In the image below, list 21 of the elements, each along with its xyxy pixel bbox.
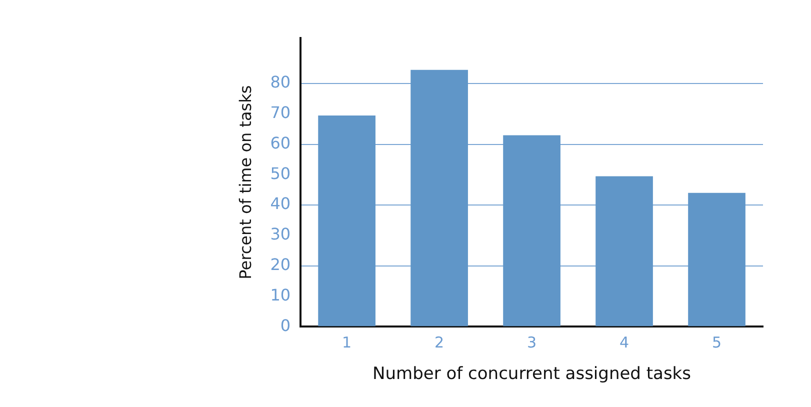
x-axis-title: Number of concurrent assigned tasks <box>372 364 692 384</box>
y-axis-title: Percent of time on tasks <box>236 85 255 280</box>
bar <box>596 176 653 326</box>
bar <box>503 135 560 326</box>
bar <box>688 192 746 326</box>
y-tick-label: 60 <box>270 133 291 152</box>
bar <box>318 115 376 326</box>
y-tick-label: 20 <box>270 255 291 274</box>
y-tick-label: 40 <box>270 194 291 214</box>
x-tick-label: 2 <box>434 333 444 352</box>
x-tick-label: 3 <box>527 333 537 352</box>
y-tick-label: 30 <box>270 224 291 244</box>
x-tick-label: 4 <box>619 333 630 352</box>
x-tick-label: 5 <box>712 333 722 352</box>
y-tick-label: 80 <box>270 72 291 92</box>
y-tick-label: 70 <box>270 103 291 122</box>
y-tick-label: 10 <box>270 285 291 304</box>
bar <box>410 70 468 326</box>
y-tick-label: 0 <box>280 316 291 335</box>
x-tick-label: 1 <box>342 333 352 352</box>
y-tick-label: 50 <box>270 164 291 183</box>
